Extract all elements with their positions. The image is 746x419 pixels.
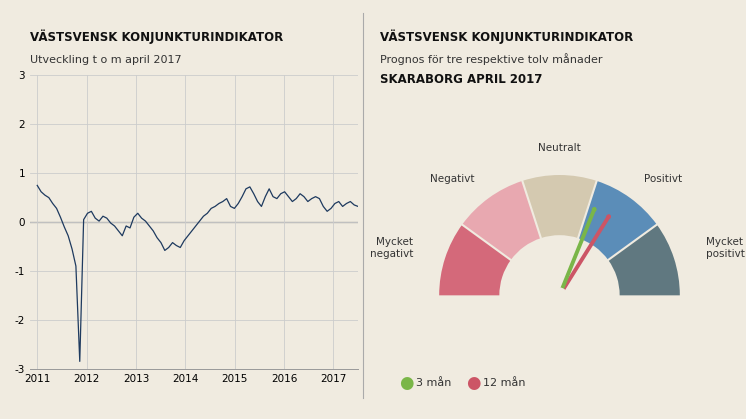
Text: 3 mån: 3 mån [416,378,451,388]
Text: Positivt: Positivt [645,173,683,184]
Text: ●: ● [399,375,413,392]
Text: Negativt: Negativt [430,173,474,184]
Text: VÄSTSVENSK KONJUNKTURINDIKATOR: VÄSTSVENSK KONJUNKTURINDIKATOR [380,29,633,44]
Text: Utveckling t o m april 2017: Utveckling t o m april 2017 [30,55,181,65]
Text: Mycket
positivt: Mycket positivt [706,237,745,259]
Circle shape [552,288,567,303]
Text: VÄSTSVENSK KONJUNKTURINDIKATOR: VÄSTSVENSK KONJUNKTURINDIKATOR [30,29,283,44]
Text: ●: ● [466,375,480,392]
Text: SKARABORG APRIL 2017: SKARABORG APRIL 2017 [380,73,543,86]
Wedge shape [522,175,597,238]
Wedge shape [578,181,656,260]
Wedge shape [439,225,511,295]
Text: Prognos för tre respektive tolv månader: Prognos för tre respektive tolv månader [380,53,603,65]
Wedge shape [608,225,680,295]
Wedge shape [463,181,541,260]
Text: 12 mån: 12 mån [483,378,525,388]
Text: Mycket
negativt: Mycket negativt [370,237,413,259]
Text: Neutralt: Neutralt [538,143,581,153]
